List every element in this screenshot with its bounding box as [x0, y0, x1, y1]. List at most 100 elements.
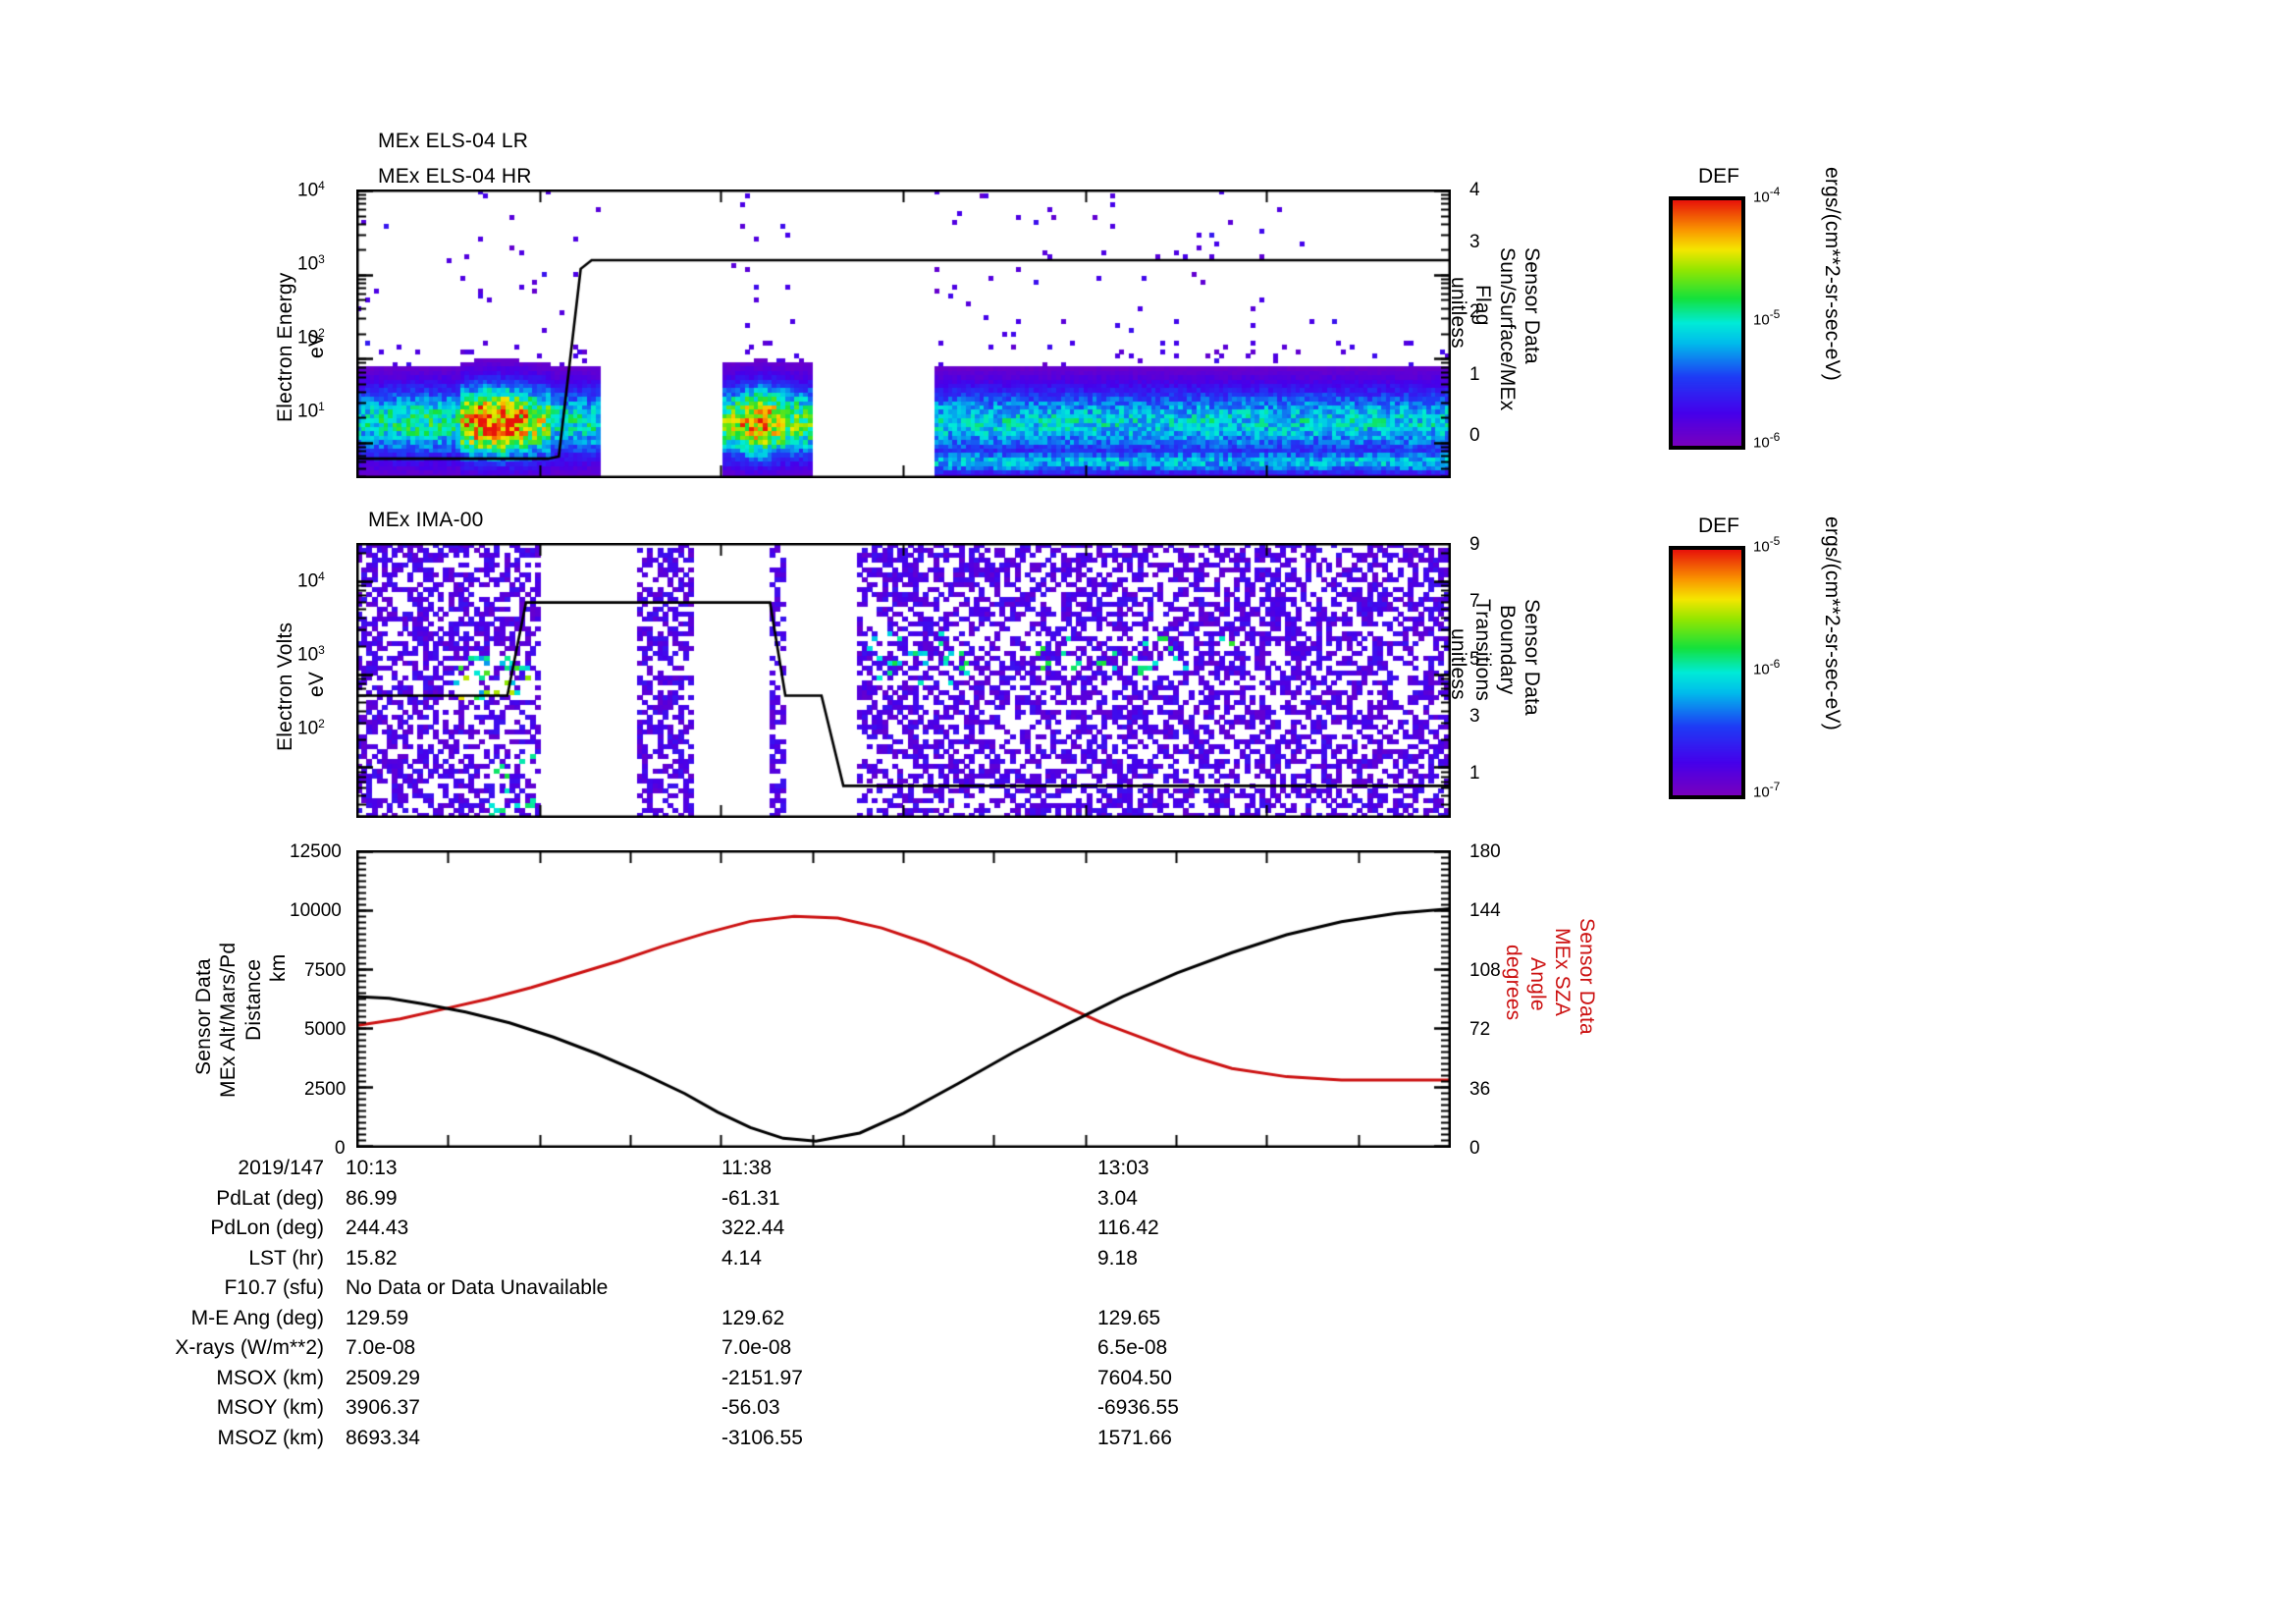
colorbar-1-units: ergs/(cm**2-sr-sec-eV) — [1821, 167, 1843, 381]
table-cell: 129.59 — [346, 1306, 409, 1329]
panel1-right-label-2: Flag — [1471, 285, 1494, 326]
table-cell: 116.42 — [1097, 1217, 1159, 1239]
table-cell: 6.5e-08 — [1097, 1336, 1168, 1359]
panel2-right-tick-3: 3 — [1469, 706, 1480, 727]
panel1-title-lr-text: MEx ELS-04 LR — [378, 130, 529, 152]
panel3-ytick-10000: 10000 — [290, 900, 342, 921]
panel1-title-hr-text: MEx ELS-04 HR — [378, 165, 532, 188]
table-cell: 7.0e-08 — [721, 1336, 792, 1359]
panel1-ytick-1: 101 — [297, 400, 325, 422]
panel3-ytick-12500: 12500 — [290, 841, 342, 862]
colorbar-2-units: ergs/(cm**2-sr-sec-eV) — [1821, 516, 1843, 730]
panel1-title-hr: MEx ELS-04 HR — [378, 165, 532, 189]
panel2-right-label-3: unitless — [1447, 628, 1469, 700]
colorbar-2: DEF 10-5 10-6 10-7 ergs/(cm**2-sr-sec-eV… — [1669, 514, 1843, 800]
panel3-ylabel-0: Sensor Data — [192, 958, 215, 1075]
panel1-title-lr: MEx ELS-04 LR — [378, 130, 528, 153]
table-cell: -2151.97 — [721, 1366, 803, 1389]
table-cell: 4.14 — [721, 1246, 762, 1270]
panel1-right-tick-0: 0 — [1469, 425, 1480, 446]
colorbar-1-tick-bot: 10-6 — [1753, 430, 1781, 452]
panel3-right-tick-180: 180 — [1469, 841, 1501, 862]
table-cell: 13:03 — [1097, 1157, 1149, 1179]
colorbar-2-gradient — [1669, 546, 1745, 799]
panel2-right-label-0: Sensor Data — [1521, 599, 1543, 716]
colorbar-2-tick-bot: 10-7 — [1753, 780, 1781, 801]
table-cell: 86.99 — [346, 1186, 398, 1210]
panel2-right-tick-1: 1 — [1469, 763, 1480, 784]
panel3-ytick-7500: 7500 — [304, 960, 347, 981]
panel1-right-tick-3: 3 — [1469, 232, 1480, 252]
colorbar-1-title: DEF — [1698, 165, 1739, 188]
table-cell: 2509.29 — [346, 1366, 420, 1389]
colorbar-1: DEF 10-4 10-5 10-6 ergs/(cm**2-sr-sec-eV… — [1669, 165, 1843, 451]
table-cell: -61.31 — [721, 1186, 780, 1210]
table-cell: 7604.50 — [1097, 1366, 1172, 1389]
panel3-ylabel-3: km — [267, 953, 290, 982]
table-row-label: MSOZ (km) — [217, 1426, 324, 1449]
panel2-right-label-2: Transitions — [1471, 599, 1494, 702]
table-row-label: LST (hr) — [248, 1246, 324, 1270]
table-row-label: PdLon (deg) — [210, 1217, 324, 1239]
panel3-right-tick-72: 72 — [1469, 1019, 1491, 1040]
panel2-right-tick-9: 9 — [1469, 534, 1480, 555]
panel1-right-tick-2: 2 — [1469, 301, 1480, 322]
panel3-line-canvas — [356, 850, 1451, 1148]
colorbar-1-tick-mid: 10-5 — [1753, 307, 1781, 329]
table-cell: 129.65 — [1097, 1306, 1161, 1329]
colorbar-2-tick-top: 10-5 — [1753, 534, 1781, 556]
colorbar-1-tick-top: 10-4 — [1753, 185, 1781, 206]
panel3-right-label-2: Angle — [1526, 957, 1549, 1011]
panel3-right-tick-0: 0 — [1469, 1138, 1480, 1159]
panel3-right-label-1: MEx SZA — [1551, 928, 1574, 1017]
panel3-ytick-5000: 5000 — [304, 1019, 347, 1040]
panel1-right-tick-4: 4 — [1469, 180, 1480, 200]
panel3-ytick-0: 0 — [335, 1138, 346, 1159]
table-row-label: X-rays (W/m**2) — [175, 1336, 324, 1359]
panel2-right-tick-5: 5 — [1469, 649, 1480, 670]
panel3-ylabel-2: Distance — [242, 958, 265, 1041]
panel1-right-tick-1: 1 — [1469, 364, 1480, 385]
table-row-label: MSOX (km) — [216, 1366, 324, 1389]
table-cell: 244.43 — [346, 1217, 409, 1239]
panel2-ytick-2: 102 — [297, 717, 325, 739]
panel1-right-label-3: unitless — [1447, 277, 1469, 349]
table-cell: 1571.66 — [1097, 1426, 1172, 1449]
panel3-ytick-2500: 2500 — [304, 1079, 347, 1100]
table-cell: 7.0e-08 — [346, 1336, 416, 1359]
panel1-ytick-3: 103 — [297, 252, 325, 275]
table-cell: 3906.37 — [346, 1396, 420, 1419]
table-cell: 129.62 — [721, 1306, 785, 1329]
table-cell: 10:13 — [346, 1157, 398, 1179]
table-row-label: F10.7 (sfu) — [224, 1276, 324, 1299]
table-row-label: 2019/147 — [238, 1157, 324, 1179]
table-row-label: PdLat (deg) — [216, 1186, 324, 1210]
table-cell: 3.04 — [1097, 1186, 1138, 1210]
panel1-ytick-2: 102 — [297, 326, 325, 349]
panel2-title-text: MEx IMA-00 — [368, 509, 484, 531]
table-row-label: M-E Ang (deg) — [190, 1306, 324, 1329]
panel1-ylabel: Electron Energy — [274, 272, 296, 422]
panel3-right-tick-36: 36 — [1469, 1079, 1491, 1100]
panel2-ytick-4: 104 — [297, 569, 325, 592]
panel2-right-label-1: Boundary — [1496, 605, 1519, 695]
panel3-right-label-0: Sensor Data — [1575, 918, 1598, 1035]
panel1-right-label-1: Sun/Surface/MEx — [1496, 247, 1519, 411]
table-cell: 11:38 — [721, 1157, 772, 1179]
panel1-spectrogram-canvas — [356, 189, 1451, 478]
panel2-title: MEx IMA-00 — [368, 509, 484, 532]
panel1-ytick-4: 104 — [297, 179, 325, 201]
table-cell: 9.18 — [1097, 1246, 1138, 1270]
table-cell: 15.82 — [346, 1246, 398, 1270]
panel2-ytick-3: 103 — [297, 643, 325, 666]
panel3-ylabel-1: MEx Alt/Mars/Pd — [217, 942, 240, 1098]
panel3-right-tick-108: 108 — [1469, 960, 1501, 981]
table-cell: -6936.55 — [1097, 1396, 1179, 1419]
colorbar-1-gradient — [1669, 196, 1745, 450]
colorbar-2-title: DEF — [1698, 514, 1739, 537]
table-cell: -3106.55 — [721, 1426, 803, 1449]
table-cell: No Data or Data Unavailable — [346, 1276, 609, 1299]
panel3-right-label-3: degrees — [1502, 945, 1524, 1021]
panel2-right-tick-7: 7 — [1469, 591, 1480, 612]
table-cell: -56.03 — [721, 1396, 780, 1419]
